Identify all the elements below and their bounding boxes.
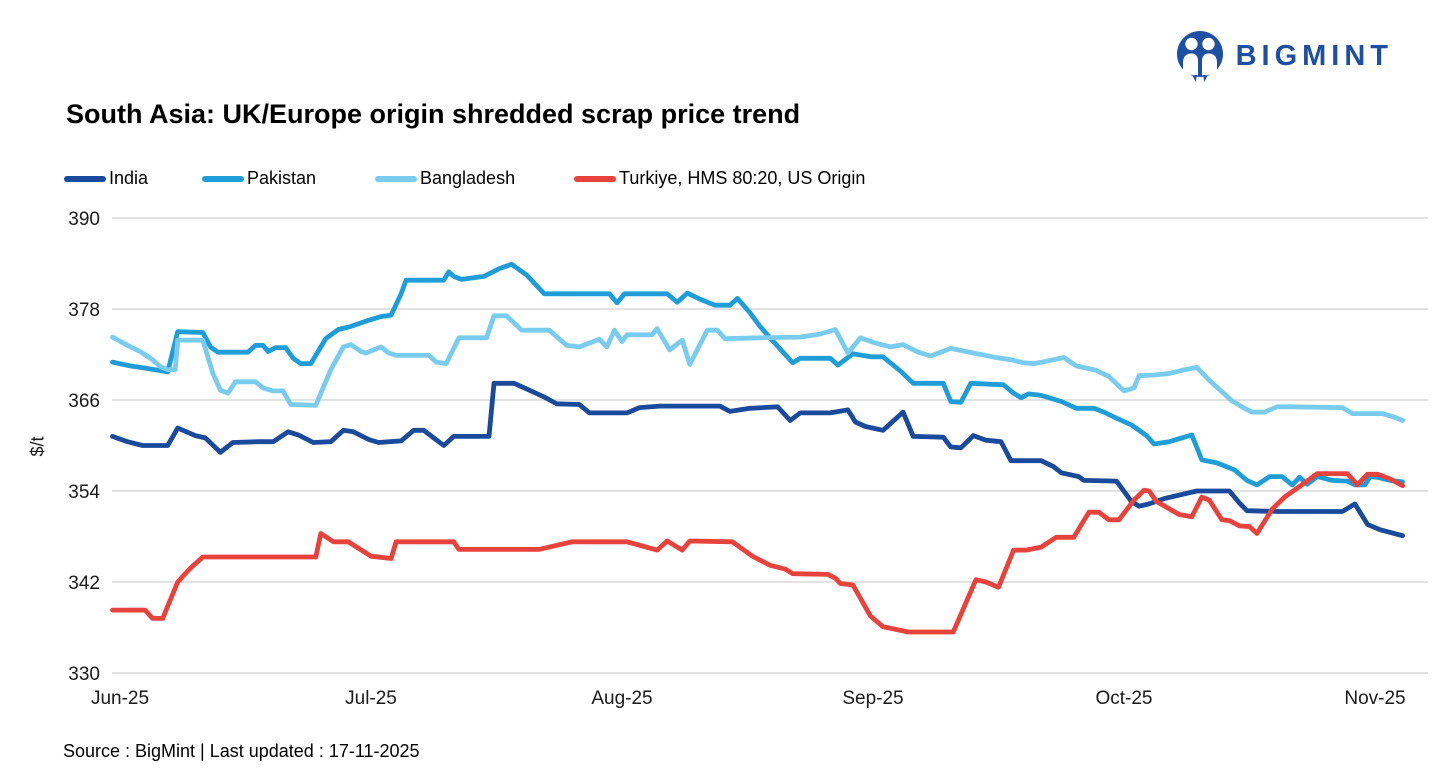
legend-item-india: India (64, 168, 148, 189)
price-chart-svg: 390 378 366 354 342 330 Jun-25 Jul-25 Aug-25 Sep-… (68, 209, 1428, 709)
chart-title: South Asia: UK/Europe origin shredded sc… (66, 99, 801, 129)
y-tick-label-342: 342 (68, 573, 100, 594)
bigmint-logo: BIGMINT (1176, 30, 1393, 83)
legend-label-india: India (109, 168, 149, 188)
legend-item-pakistan: Pakistan (202, 168, 316, 189)
x-tick-label-Aug-25: Aug-25 (591, 688, 652, 709)
legend-label-bangladesh: Bangladesh (420, 168, 516, 188)
y-tick-label-390: 390 (68, 209, 100, 230)
bigmint-logo-mark-icon (1176, 31, 1223, 82)
x-tick-label-Oct-25: Oct-25 (1095, 688, 1152, 709)
y-tick-label-378: 378 (68, 300, 100, 321)
legend: India Pakistan Bangladesh Turkiye, HMS 8… (0, 168, 1441, 192)
bigmint-logo-text: BIGMINT (1235, 40, 1393, 72)
price-trend-chart: 390 378 366 354 342 330 Jun-25 Jul-25 Aug-25 Sep-… (0, 195, 1441, 720)
x-tick-label-Nov-25: Nov-25 (1344, 688, 1405, 709)
x-tick-label-Jun-25: Jun-25 (91, 688, 149, 709)
series-line-india (110, 380, 1405, 539)
y-tick-label-366: 366 (68, 391, 100, 412)
y-tick-label-354: 354 (68, 482, 100, 503)
legend-swatch-india (64, 175, 106, 182)
legend-swatch-bangladesh (375, 175, 417, 182)
legend-swatch-turkiye (574, 175, 616, 182)
series-line-pakistan (110, 261, 1405, 488)
source-note: Source : BigMint | Last updated : 17-11-… (63, 741, 420, 761)
series-line-bangladesh (110, 313, 1405, 423)
legend-label-turkiye: Turkiye, HMS 80:20, US Origin (619, 168, 866, 188)
legend-swatch-pakistan (202, 175, 244, 182)
y-tick-label-330: 330 (68, 664, 100, 685)
legend-label-pakistan: Pakistan (247, 168, 317, 188)
series-line-turkiye (110, 471, 1405, 635)
x-tick-label-Jul-25: Jul-25 (345, 688, 397, 709)
x-tick-label-Sep-25: Sep-25 (842, 688, 903, 709)
legend-item-turkiye: Turkiye, HMS 80:20, US Origin (574, 168, 865, 189)
legend-item-bangladesh: Bangladesh (375, 168, 515, 189)
